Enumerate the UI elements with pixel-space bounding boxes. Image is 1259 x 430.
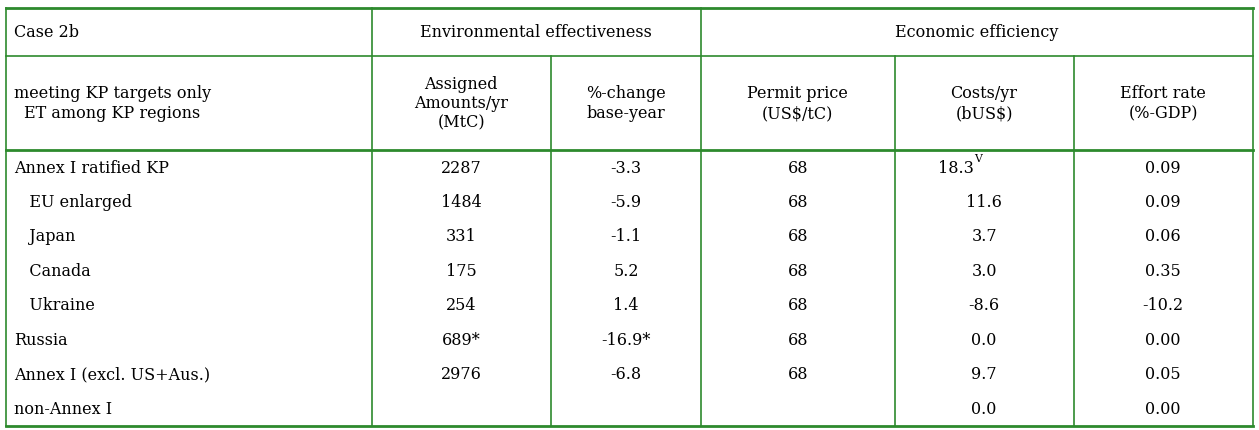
Text: Ukraine: Ukraine bbox=[14, 297, 94, 314]
Text: 1484: 1484 bbox=[441, 194, 481, 211]
Text: Environmental effectiveness: Environmental effectiveness bbox=[421, 24, 652, 41]
Text: 175: 175 bbox=[446, 262, 477, 280]
Text: 3.0: 3.0 bbox=[972, 262, 997, 280]
Text: Assigned
Amounts/yr
(MtC): Assigned Amounts/yr (MtC) bbox=[414, 75, 509, 132]
Text: 68: 68 bbox=[788, 159, 808, 176]
Text: 11.6: 11.6 bbox=[966, 194, 1002, 211]
Text: %-change
base-year: %-change base-year bbox=[585, 85, 666, 122]
Text: V: V bbox=[974, 153, 982, 163]
Text: Costs/yr
(bUS$): Costs/yr (bUS$) bbox=[951, 85, 1017, 122]
Text: -6.8: -6.8 bbox=[611, 366, 642, 383]
Text: Case 2b: Case 2b bbox=[14, 24, 79, 41]
Text: Canada: Canada bbox=[14, 262, 91, 280]
Text: 689*: 689* bbox=[442, 331, 481, 348]
Text: 9.7: 9.7 bbox=[971, 366, 997, 383]
Text: meeting KP targets only
ET among KP regions: meeting KP targets only ET among KP regi… bbox=[14, 85, 212, 122]
Text: Russia: Russia bbox=[14, 331, 68, 348]
Text: -8.6: -8.6 bbox=[968, 297, 1000, 314]
Text: 18.3: 18.3 bbox=[938, 159, 974, 176]
Text: 5.2: 5.2 bbox=[613, 262, 638, 280]
Text: non-Annex I: non-Annex I bbox=[14, 400, 112, 417]
Text: 0.09: 0.09 bbox=[1146, 194, 1181, 211]
Text: -16.9*: -16.9* bbox=[602, 331, 651, 348]
Text: Annex I (excl. US+Aus.): Annex I (excl. US+Aus.) bbox=[14, 366, 210, 383]
Text: Effort rate
(%-GDP): Effort rate (%-GDP) bbox=[1121, 85, 1206, 122]
Text: -1.1: -1.1 bbox=[611, 228, 642, 245]
Text: Annex I ratified KP: Annex I ratified KP bbox=[14, 159, 169, 176]
Text: Permit price
(US$/tC): Permit price (US$/tC) bbox=[748, 85, 849, 122]
Text: -3.3: -3.3 bbox=[611, 159, 642, 176]
Text: 0.0: 0.0 bbox=[972, 400, 997, 417]
Text: 0.09: 0.09 bbox=[1146, 159, 1181, 176]
Text: -10.2: -10.2 bbox=[1143, 297, 1183, 314]
Text: 331: 331 bbox=[446, 228, 477, 245]
Text: 1.4: 1.4 bbox=[613, 297, 638, 314]
Text: 68: 68 bbox=[788, 297, 808, 314]
Text: 2976: 2976 bbox=[441, 366, 482, 383]
Text: Japan: Japan bbox=[14, 228, 76, 245]
Text: 0.00: 0.00 bbox=[1146, 331, 1181, 348]
Text: 68: 68 bbox=[788, 194, 808, 211]
Text: -5.9: -5.9 bbox=[611, 194, 642, 211]
Text: 0.35: 0.35 bbox=[1146, 262, 1181, 280]
Text: 68: 68 bbox=[788, 331, 808, 348]
Text: 3.7: 3.7 bbox=[971, 228, 997, 245]
Text: 0.00: 0.00 bbox=[1146, 400, 1181, 417]
Text: 254: 254 bbox=[446, 297, 476, 314]
Text: 2287: 2287 bbox=[441, 159, 481, 176]
Text: 68: 68 bbox=[788, 262, 808, 280]
Text: 0.06: 0.06 bbox=[1146, 228, 1181, 245]
Text: Economic efficiency: Economic efficiency bbox=[895, 24, 1059, 41]
Text: 0.0: 0.0 bbox=[972, 331, 997, 348]
Text: 68: 68 bbox=[788, 366, 808, 383]
Text: 68: 68 bbox=[788, 228, 808, 245]
Text: 0.05: 0.05 bbox=[1146, 366, 1181, 383]
Text: EU enlarged: EU enlarged bbox=[14, 194, 132, 211]
